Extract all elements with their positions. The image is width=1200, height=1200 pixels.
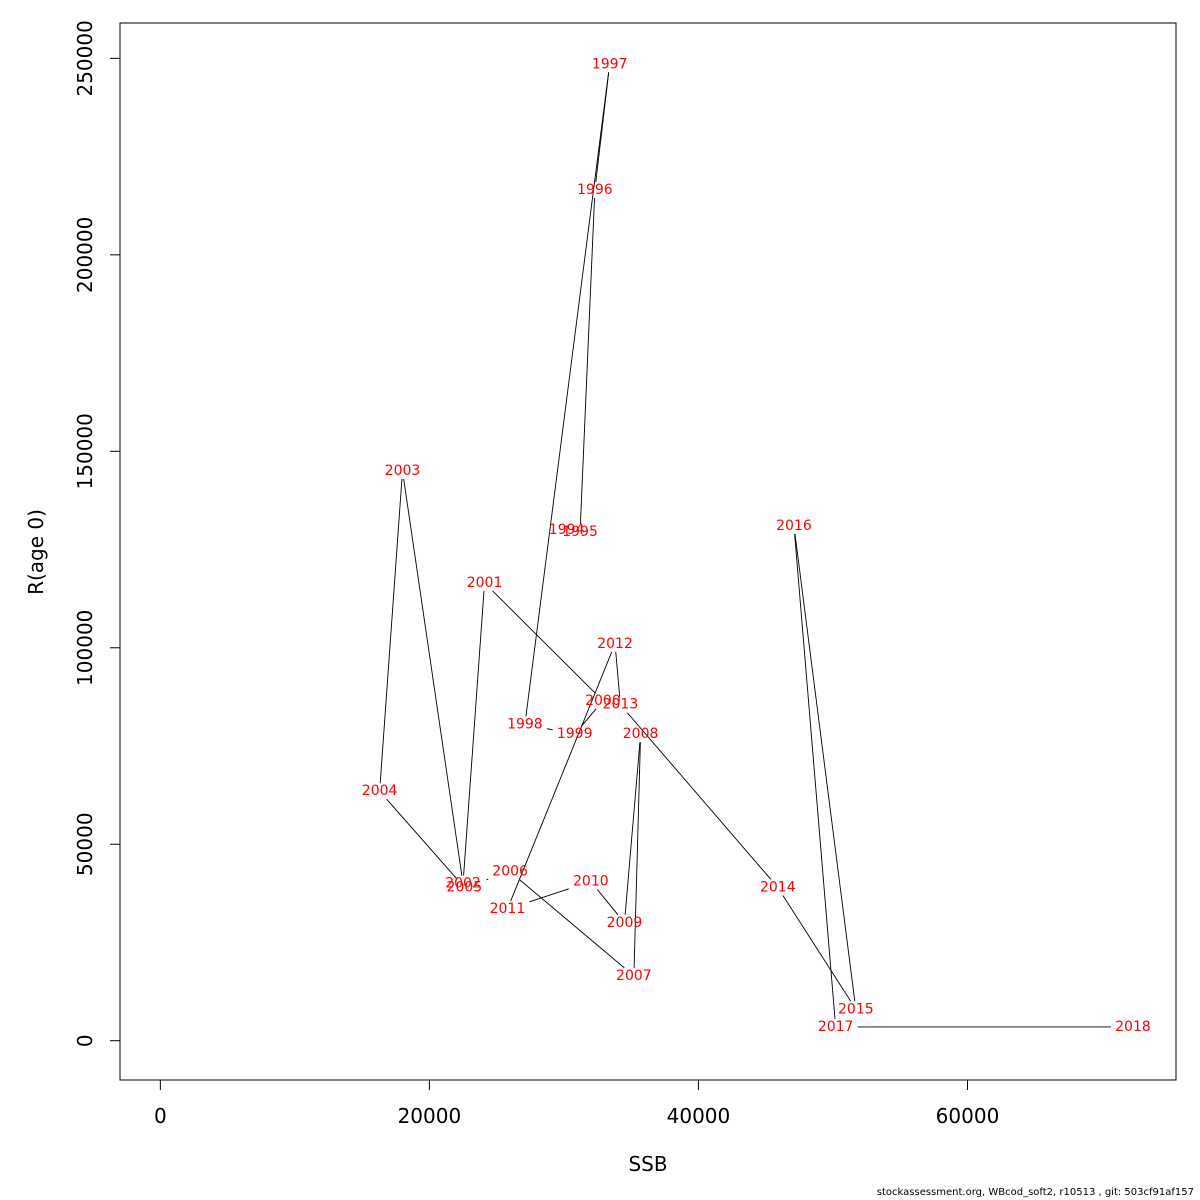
year-label-2004: 2004 [362,783,398,799]
y-tick-label: 250000 [73,20,97,96]
footer-note: stockassessment.org, WBcod_soft2, r10513… [876,1187,1194,1198]
plot-frame [119,22,1177,1081]
year-label-2002: 2002 [445,876,481,892]
x-axis-title: SSB [628,1152,667,1176]
trajectory-segment [782,895,852,1002]
year-label-1999: 1999 [557,726,593,742]
year-label-2005: 2005 [447,879,483,895]
trajectory-segment [529,888,569,903]
trajectory-segment [794,533,856,1002]
trajectory-segment [510,651,613,902]
trajectory-segment [626,712,772,880]
year-label-2018: 2018 [1115,1019,1151,1035]
year-label-2013: 2013 [603,697,639,713]
x-tick-label: 20000 [398,1104,462,1128]
year-label-1998: 1998 [507,716,543,732]
x-tick-label: 0 [154,1104,167,1128]
trajectory-segment [486,878,489,881]
trajectory-segment [581,708,597,727]
year-label-2003: 2003 [385,463,421,479]
trajectory-segment [379,478,403,784]
year-label-2001: 2001 [467,575,503,591]
y-axis-title: R(age 0) [24,509,48,595]
trajectory-segment [546,728,553,731]
year-label-2012: 2012 [597,636,633,652]
trajectory-segment [579,197,595,524]
year-label-1995: 1995 [562,524,598,540]
trajectory-segment [492,590,596,694]
trajectory-lines [379,72,1111,1028]
x-axis: 0 20000 40000 60000 [154,1079,1000,1128]
trajectory-segment [624,742,641,915]
year-label-2000: 2000 [585,693,621,709]
year-label-2009: 2009 [607,915,643,931]
y-tick-label: 0 [73,1034,97,1047]
year-label-1994: 1994 [549,522,585,538]
x-tick-label: 60000 [936,1104,1000,1128]
y-tick-label: 150000 [73,413,97,489]
year-label-2015: 2015 [838,1001,874,1017]
year-label-2011: 2011 [490,901,526,917]
y-axis: 0 50000 100000 150000 200000 250000 [73,20,121,1047]
year-label-2014: 2014 [760,879,796,895]
x-tick-label: 40000 [667,1104,731,1128]
year-label-2006: 2006 [492,864,528,880]
y-tick-label: 200000 [73,217,97,293]
trajectory-segment [633,742,641,968]
trajectory-segment [794,533,836,1019]
trajectory-segment [525,72,610,717]
y-tick-label: 100000 [73,610,97,686]
year-label-2008: 2008 [623,726,659,742]
trajectory-segment [403,478,463,876]
trajectory-segment [597,889,619,916]
year-label-1997: 1997 [592,56,628,72]
year-label-2010: 2010 [573,874,609,890]
year-label-1996: 1996 [577,182,613,198]
year-label-2016: 2016 [776,518,812,534]
trajectory-segment [615,651,621,697]
trajectory-segment [386,798,458,880]
y-tick-label: 50000 [73,812,97,876]
year-label-2017: 2017 [818,1019,854,1035]
trajectory-segment [463,590,485,876]
year-label-2007: 2007 [616,968,652,984]
trajectory-segment [519,879,625,969]
